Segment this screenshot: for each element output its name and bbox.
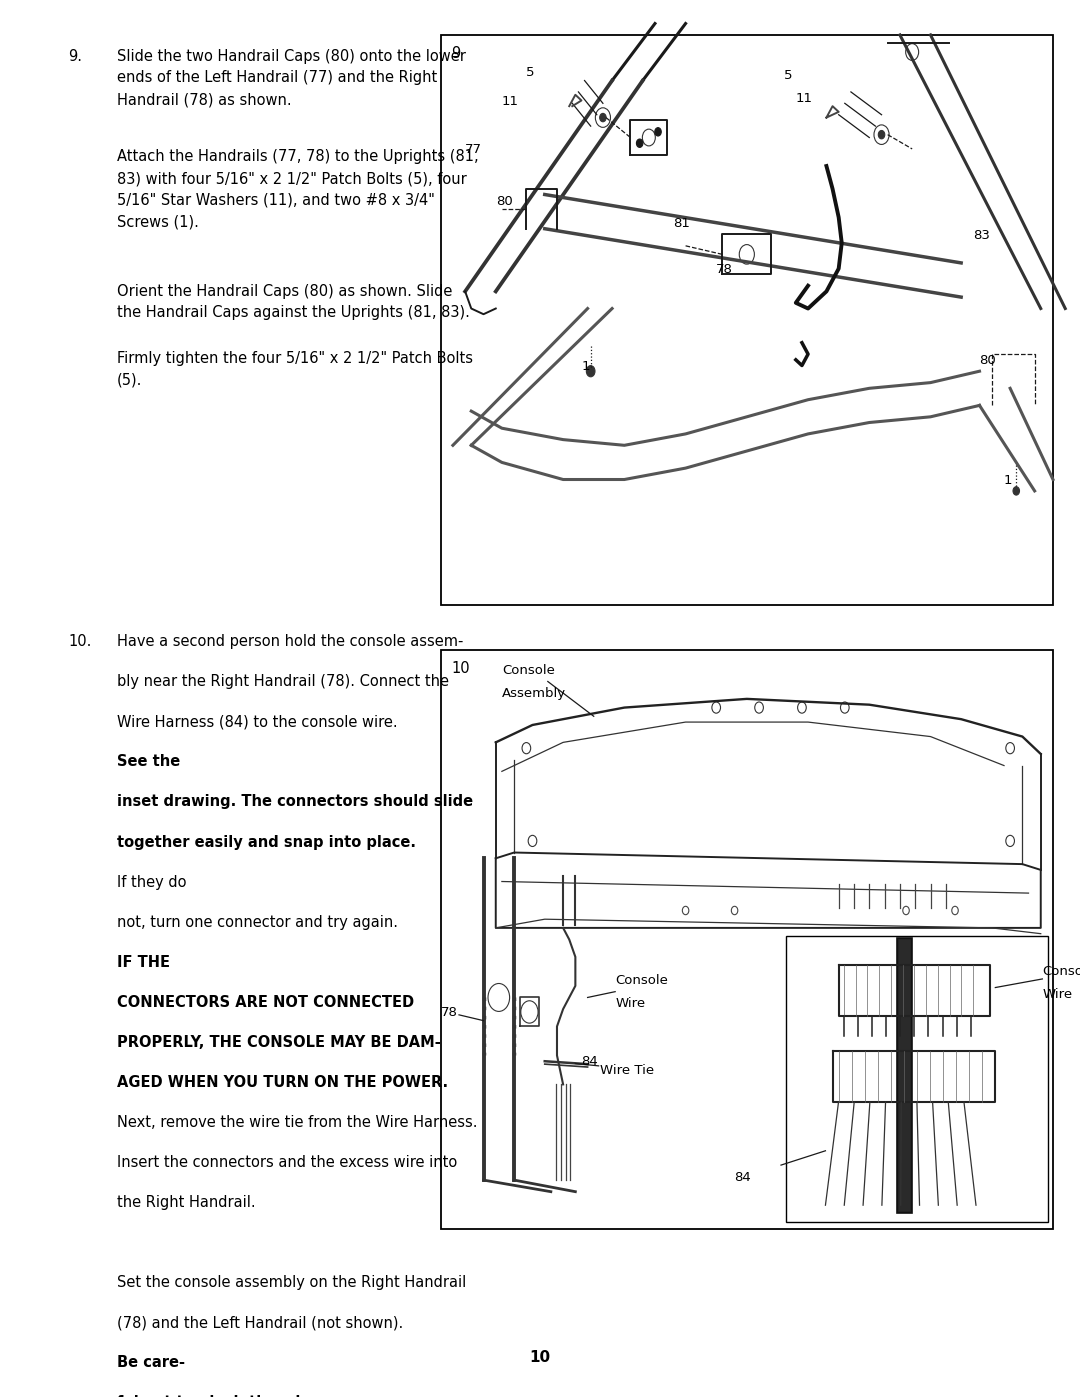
Text: 84: 84	[734, 1171, 751, 1183]
Text: Be care-: Be care-	[117, 1355, 185, 1370]
Text: Assembly: Assembly	[502, 687, 566, 700]
Text: bly near the Right Handrail (78). Connect the: bly near the Right Handrail (78). Connec…	[117, 675, 448, 689]
Text: 9.: 9.	[68, 49, 82, 64]
Text: Wire Tie: Wire Tie	[599, 1065, 654, 1077]
Text: Wire: Wire	[1042, 988, 1072, 1000]
Text: Wire: Wire	[616, 997, 645, 1010]
Text: Console: Console	[616, 974, 669, 988]
Bar	[441, 35, 1053, 605]
Text: 1: 1	[581, 360, 590, 373]
Text: 77: 77	[465, 144, 482, 156]
Text: 1: 1	[1004, 474, 1013, 486]
Text: Orient the Handrail Caps (80) as shown. Slide
the Handrail Caps against the Upri: Orient the Handrail Caps (80) as shown. …	[117, 284, 470, 320]
Text: 78: 78	[441, 1006, 458, 1020]
Text: If they do: If they do	[117, 875, 186, 890]
Text: Slide the two Handrail Caps (80) onto the lower
ends of the Left Handrail (77) a: Slide the two Handrail Caps (80) onto th…	[117, 49, 465, 108]
Text: IF THE: IF THE	[117, 954, 170, 970]
Text: 11: 11	[796, 92, 813, 105]
Text: together easily and snap into place.: together easily and snap into place.	[117, 834, 416, 849]
Text: ful not to pinch the wires.: ful not to pinch the wires.	[117, 1396, 332, 1397]
Text: Firmly tighten the four 5/16" x 2 1/2" Patch Bolts
(5).: Firmly tighten the four 5/16" x 2 1/2" P…	[117, 351, 473, 387]
Text: 11: 11	[502, 95, 518, 108]
Circle shape	[586, 366, 595, 377]
Text: the Right Handrail.: the Right Handrail.	[117, 1194, 255, 1210]
Bar	[441, 650, 1053, 1229]
Text: (78) and the Left Handrail (not shown).: (78) and the Left Handrail (not shown).	[117, 1315, 407, 1330]
Text: AGED WHEN YOU TURN ON THE POWER.: AGED WHEN YOU TURN ON THE POWER.	[117, 1074, 448, 1090]
Text: 10.: 10.	[68, 634, 92, 650]
Text: inset drawing. The connectors should slide: inset drawing. The connectors should sli…	[117, 795, 473, 809]
Circle shape	[878, 130, 885, 138]
Circle shape	[636, 140, 643, 148]
Circle shape	[1013, 486, 1020, 495]
Text: CONNECTORS ARE NOT CONNECTED: CONNECTORS ARE NOT CONNECTED	[117, 995, 414, 1010]
Text: Have a second person hold the console assem-: Have a second person hold the console as…	[117, 634, 463, 650]
Text: Console: Console	[502, 664, 555, 678]
Text: Console: Console	[1042, 965, 1080, 978]
Text: 83: 83	[973, 229, 990, 242]
Text: PROPERLY, THE CONSOLE MAY BE DAM-: PROPERLY, THE CONSOLE MAY BE DAM-	[117, 1035, 441, 1049]
Text: See the: See the	[117, 754, 180, 770]
Text: Wire Harness (84) to the console wire.: Wire Harness (84) to the console wire.	[117, 714, 402, 729]
Text: 5: 5	[784, 68, 792, 82]
Text: 81: 81	[673, 218, 690, 231]
Text: Next, remove the wire tie from the Wire Harness.: Next, remove the wire tie from the Wire …	[117, 1115, 477, 1130]
Text: not, turn one connector and try again.: not, turn one connector and try again.	[117, 915, 402, 929]
Text: 10: 10	[529, 1351, 551, 1365]
Text: 5: 5	[526, 66, 535, 80]
Text: 80: 80	[980, 353, 996, 367]
Text: 80: 80	[496, 194, 513, 208]
Text: Attach the Handrails (77, 78) to the Uprights (81,
83) with four 5/16" x 2 1/2" : Attach the Handrails (77, 78) to the Upr…	[117, 149, 478, 229]
Text: Set the console assembly on the Right Handrail: Set the console assembly on the Right Ha…	[117, 1275, 465, 1291]
Text: 10: 10	[451, 661, 470, 676]
Bar	[786, 936, 1048, 1222]
Text: 84: 84	[581, 1056, 598, 1069]
Text: 78: 78	[716, 263, 733, 277]
Circle shape	[654, 127, 661, 136]
Circle shape	[599, 113, 606, 122]
Text: Insert the connectors and the excess wire into: Insert the connectors and the excess wir…	[117, 1155, 457, 1171]
Text: 9: 9	[451, 46, 461, 61]
